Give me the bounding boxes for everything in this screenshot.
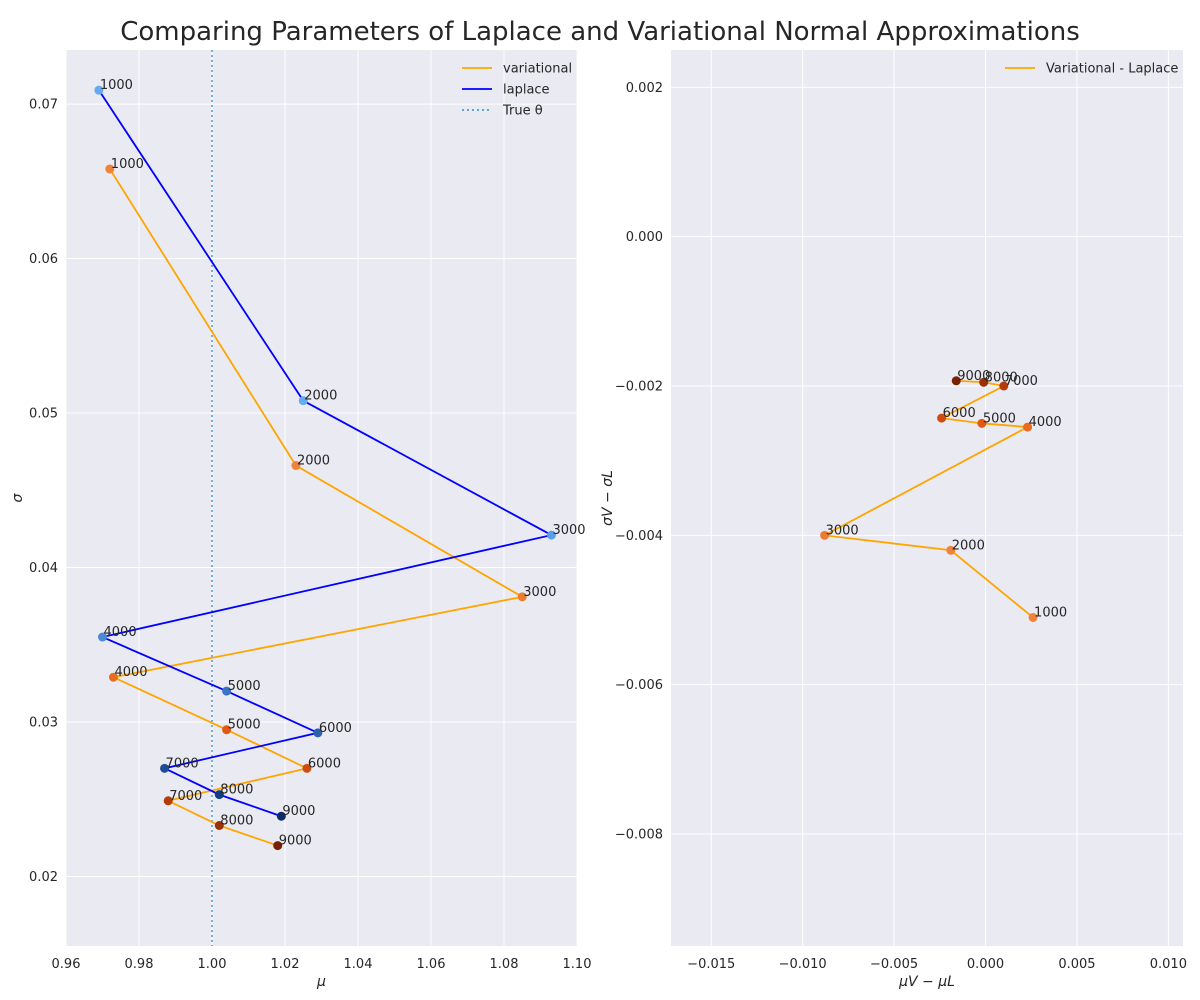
- y-tick-label: −0.002: [615, 380, 663, 395]
- data-point: [214, 790, 224, 800]
- data-point: [108, 672, 118, 682]
- x-tick-label: −0.015: [687, 957, 735, 972]
- y-tick-label: 0.02: [29, 870, 58, 885]
- x-tick-label: 1.02: [271, 957, 300, 972]
- point-label: 8000: [985, 370, 1018, 385]
- legend: variational laplace True θ: [462, 62, 572, 119]
- y-tick-label: −0.006: [615, 678, 663, 693]
- x-tick-label: 1.10: [563, 957, 592, 972]
- x-tick-label: 0.96: [52, 957, 81, 972]
- point-label: 2000: [297, 454, 330, 469]
- y-tick-label: 0.002: [626, 81, 663, 96]
- y-tick-label: 0.05: [29, 407, 58, 422]
- y-tick-label: −0.004: [615, 529, 663, 544]
- y-tick-label: −0.008: [615, 828, 663, 843]
- x-tick-label: 1.04: [344, 957, 373, 972]
- point-label: 6000: [319, 721, 352, 736]
- legend-label: Variational - Laplace: [1046, 62, 1178, 77]
- data-point: [313, 728, 323, 738]
- point-label: 3000: [826, 523, 859, 538]
- point-label: 3000: [552, 523, 585, 538]
- point-label: 2000: [304, 389, 337, 404]
- point-label: 5000: [983, 411, 1016, 426]
- x-tick-label: 1.08: [490, 957, 519, 972]
- y-tick-label: 0.000: [626, 230, 663, 245]
- y-tick-label: 0.06: [29, 252, 58, 267]
- point-label: 1000: [100, 78, 133, 93]
- point-label: 5000: [228, 679, 261, 694]
- data-point: [937, 413, 947, 423]
- data-point: [1028, 612, 1038, 622]
- point-label: 8000: [220, 814, 253, 829]
- data-point: [98, 632, 107, 642]
- x-tick-label: 0.000: [967, 957, 1004, 972]
- data-point: [94, 85, 104, 95]
- x-tick-label: 0.010: [1150, 957, 1187, 972]
- y-tick-label: 0.04: [29, 561, 58, 576]
- data-point: [977, 418, 987, 428]
- plot-area: [671, 50, 1183, 946]
- point-label: 3000: [523, 585, 556, 600]
- y-axis-label: σ: [10, 492, 26, 502]
- data-point: [160, 763, 170, 773]
- data-point: [1023, 422, 1033, 432]
- x-tick-label: 1.06: [417, 957, 446, 972]
- x-axis-label: μ: [316, 974, 326, 990]
- data-point: [951, 376, 961, 386]
- x-tick-label: −0.005: [870, 957, 918, 972]
- legend-label: variational: [503, 62, 572, 77]
- data-point: [946, 545, 956, 555]
- left-chart: 0.96 0.98 1.00 1.02 1.04 1.06 1.08 1.10 0.02 0.03…: [10, 50, 591, 990]
- data-point: [979, 377, 989, 387]
- y-tick-label: 0.07: [29, 98, 58, 113]
- data-point: [273, 841, 283, 851]
- right-chart: −0.015 −0.010 −0.005 0.000 0.005 0.010 −0.008 −…: [600, 50, 1187, 990]
- point-label: 4000: [1029, 415, 1062, 430]
- data-point: [302, 763, 312, 773]
- x-tick-label: 1.00: [198, 957, 227, 972]
- point-label: 5000: [228, 718, 261, 733]
- y-axis-label: σV − σL: [600, 470, 616, 526]
- figure-title: Comparing Parameters of Laplace and Vari…: [120, 17, 1080, 47]
- point-label: 9000: [279, 834, 312, 849]
- data-point: [276, 811, 286, 821]
- data-point: [999, 381, 1009, 391]
- point-label: 4000: [114, 665, 147, 680]
- data-point: [291, 461, 301, 471]
- data-point: [222, 686, 232, 696]
- x-tick-label: −0.010: [779, 957, 827, 972]
- point-label: 4000: [104, 625, 137, 640]
- plot-area: [66, 50, 577, 946]
- legend-label: laplace: [503, 83, 550, 98]
- x-tick-label: 0.98: [125, 957, 154, 972]
- x-tick-label: 0.005: [1058, 957, 1095, 972]
- data-point: [163, 796, 173, 806]
- point-label: 6000: [943, 406, 976, 421]
- point-label: 2000: [952, 538, 985, 553]
- point-label: 1000: [111, 157, 144, 172]
- point-label: 7000: [169, 789, 202, 804]
- data-point: [517, 592, 527, 602]
- point-label: 9000: [957, 369, 990, 384]
- data-point: [820, 530, 830, 540]
- data-point: [222, 725, 232, 735]
- data-point: [105, 164, 115, 174]
- legend: Variational - Laplace: [1005, 62, 1178, 77]
- point-label: 6000: [308, 756, 341, 771]
- legend-label: True θ: [502, 104, 543, 119]
- point-label: 7000: [1005, 374, 1038, 389]
- data-point: [298, 396, 308, 406]
- data-point: [546, 530, 556, 540]
- data-point: [214, 821, 224, 831]
- point-label: 7000: [166, 756, 199, 771]
- y-tick-label: 0.03: [29, 716, 58, 731]
- point-label: 9000: [282, 804, 315, 819]
- point-label: 8000: [220, 783, 253, 798]
- point-label: 1000: [1034, 605, 1067, 620]
- x-axis-label: μV − μL: [898, 974, 955, 990]
